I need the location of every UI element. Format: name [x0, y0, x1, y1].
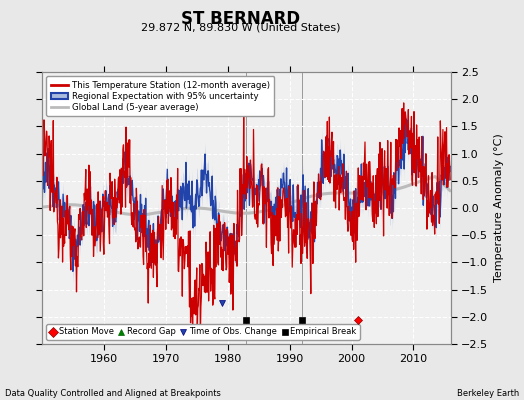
Text: Data Quality Controlled and Aligned at Breakpoints: Data Quality Controlled and Aligned at B…	[5, 389, 221, 398]
Text: 29.872 N, 89.830 W (United States): 29.872 N, 89.830 W (United States)	[141, 22, 341, 32]
Legend: Station Move, Record Gap, Time of Obs. Change, Empirical Break: Station Move, Record Gap, Time of Obs. C…	[46, 324, 360, 340]
Text: Berkeley Earth: Berkeley Earth	[456, 389, 519, 398]
Y-axis label: Temperature Anomaly (°C): Temperature Anomaly (°C)	[494, 134, 504, 282]
Text: ST BERNARD: ST BERNARD	[181, 10, 301, 28]
